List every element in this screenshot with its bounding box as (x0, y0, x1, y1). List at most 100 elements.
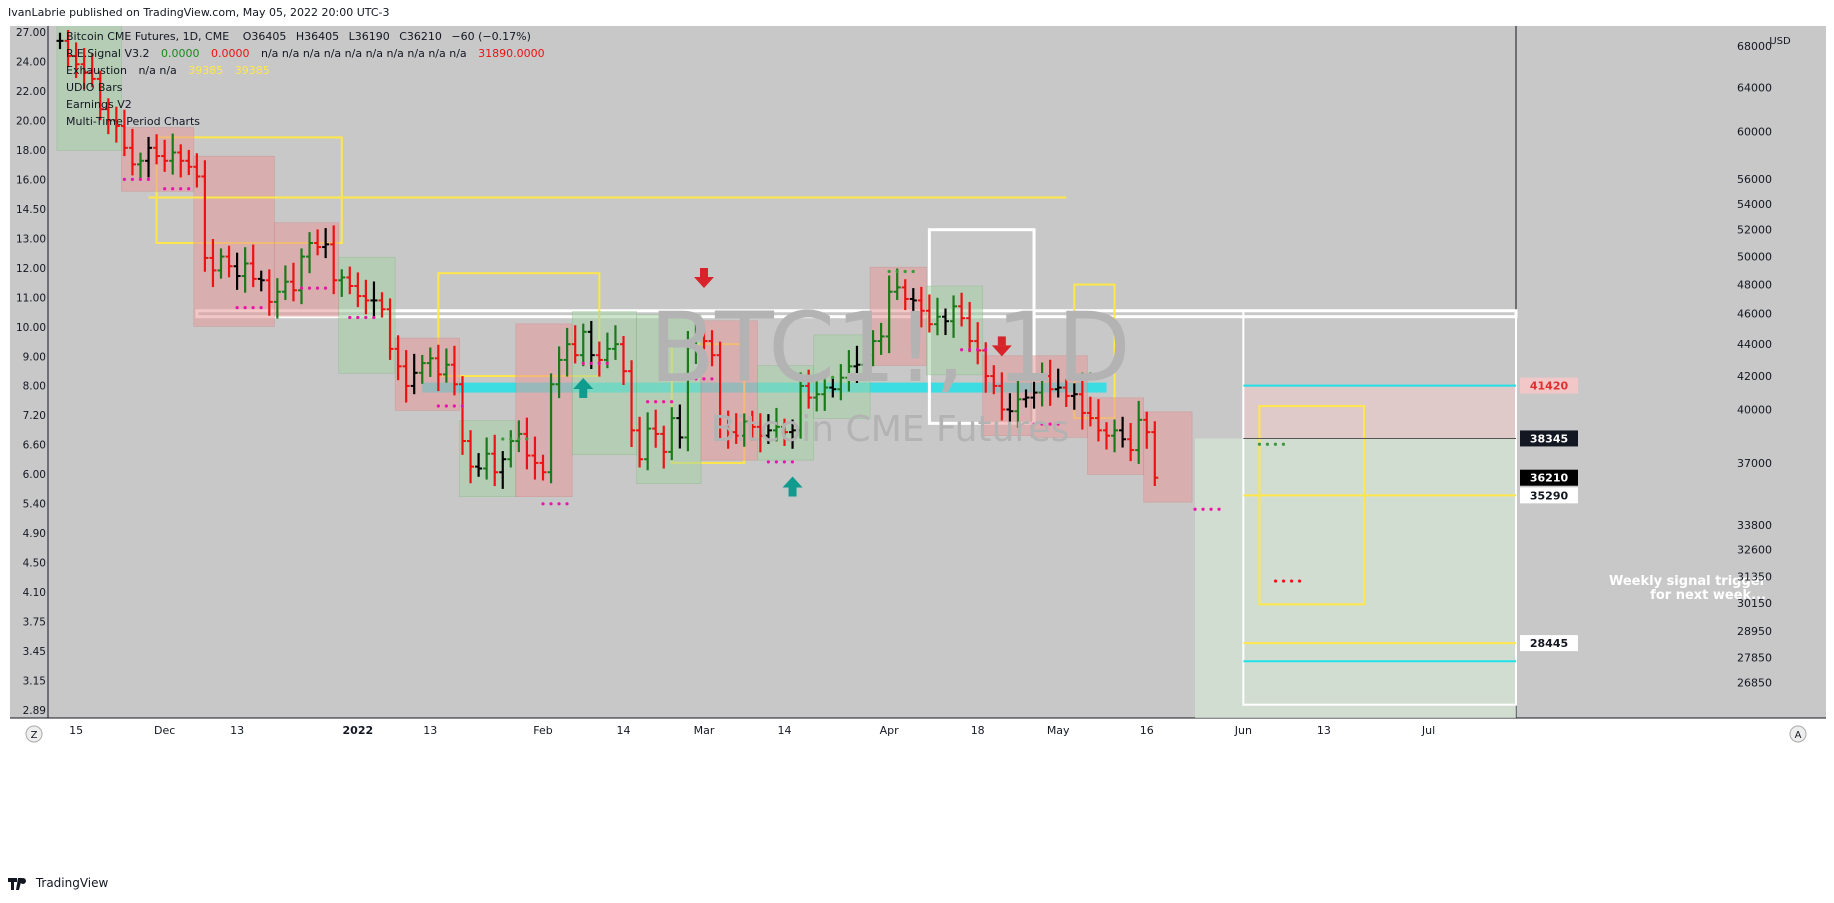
signal-dot (146, 177, 150, 181)
left-scale-area (10, 26, 48, 718)
price-tick-label: 27850 (1737, 652, 1772, 665)
auto-scale-button[interactable]: A (1789, 725, 1807, 743)
svg-text:A: A (1795, 730, 1802, 741)
left-scale-tick-label: 10.00 (16, 322, 46, 334)
ohlc-bar (426, 347, 434, 377)
left-scale-tick-label: 3.15 (23, 676, 46, 688)
time-tick-label: 14 (778, 724, 792, 737)
signal-dot (436, 404, 440, 408)
ohlc-bar (450, 345, 458, 396)
resistance-zone (1243, 385, 1516, 439)
ohlc-bar (442, 348, 450, 383)
signal-dot (565, 502, 569, 506)
zoom-reset-button[interactable]: Z (25, 725, 43, 743)
ohlc-bar (877, 322, 885, 355)
ohlc-bar (845, 350, 853, 392)
ohlc-bar (467, 430, 475, 484)
price-tick-label: 40000 (1737, 403, 1772, 416)
price-tick-label: 33800 (1737, 519, 1772, 532)
price-tick-label: 64000 (1737, 81, 1772, 94)
ohlc-bar (120, 109, 128, 157)
left-scale-tick-label: 24.00 (16, 56, 46, 68)
ohlc-bar (265, 269, 273, 316)
ohlc-bar (217, 248, 225, 279)
svg-text:Z: Z (31, 730, 38, 741)
watermark-description: Bitcoin CME Futures (711, 409, 1070, 450)
ohlc-bar (692, 315, 700, 364)
ohlc-bar (289, 262, 297, 302)
signal-dot (130, 177, 134, 181)
signal-dot (960, 348, 964, 352)
ohlc-bar (676, 404, 684, 449)
tradingview-logo[interactable]: TradingView (8, 876, 108, 890)
signal-dot (686, 377, 690, 381)
ohlc-bar (539, 454, 547, 481)
ohlc-bar (370, 281, 378, 318)
signal-dot (1056, 422, 1060, 426)
ohlc-bar (869, 330, 877, 367)
ohlc-bar (821, 379, 829, 411)
ohlc-bar (1111, 419, 1119, 453)
time-tick-label: Jul (1421, 724, 1435, 737)
ohlc-bar (394, 335, 402, 381)
price-tick-label: 32600 (1737, 544, 1772, 557)
signal-dot (710, 377, 714, 381)
signal-dot (348, 315, 352, 320)
price-tag: 35290 (1520, 487, 1578, 504)
ohlc-bar (563, 327, 571, 377)
signal-dot (1273, 442, 1278, 446)
ohlc-bar (475, 453, 483, 477)
ohlc-bar (1086, 396, 1094, 427)
signal-dot (549, 502, 553, 506)
signal-dot (541, 502, 545, 506)
price-tag: 41420 (1520, 377, 1578, 394)
ohlc-bar (386, 298, 394, 360)
signal-dot (589, 361, 593, 365)
teal-up-arrow-2 (782, 476, 803, 497)
signal-dot (243, 305, 247, 310)
ohlc-bar (829, 376, 837, 398)
time-tick-label: May (1047, 724, 1070, 737)
price-tick-label: 56000 (1737, 173, 1772, 186)
ohlc-bar (233, 252, 241, 290)
signal-dot (179, 187, 183, 191)
signal-dot (444, 404, 448, 408)
weekly-trigger-note-1: Weekly signal trigger (1609, 574, 1767, 589)
ohlc-bar (515, 420, 523, 453)
price-tick-label: 26850 (1737, 677, 1772, 690)
ohlc-bar (346, 266, 354, 295)
ohlc-bar (861, 346, 869, 374)
ohlc-bar (225, 245, 233, 278)
svg-text:41420: 41420 (1530, 380, 1569, 393)
svg-text:35290: 35290 (1530, 489, 1569, 502)
signal-dot (1193, 507, 1197, 511)
currency-label: USD (1769, 36, 1791, 47)
price-tick-label: 48000 (1737, 279, 1772, 292)
ohlc-bar (483, 437, 491, 480)
time-tick-label: Apr (880, 724, 900, 737)
yellow-box-5 (1258, 405, 1366, 606)
signal-zone-2 (193, 155, 275, 327)
left-scale-tick-label: 4.90 (23, 528, 46, 540)
price-tick-label: 52000 (1737, 224, 1772, 237)
signal-dot (702, 377, 706, 381)
ohlc-bar (909, 288, 917, 315)
signal-dot (251, 305, 255, 310)
signal-dot (1080, 372, 1084, 376)
ohlc-bar (966, 301, 974, 353)
time-tick-label: Feb (533, 724, 552, 737)
ohlc-bar (797, 372, 805, 439)
signal-zone-3 (274, 222, 340, 317)
signal-dot (1281, 442, 1286, 446)
ohlc-bar (410, 353, 418, 395)
price-tick-label: 60000 (1737, 126, 1772, 139)
signal-dot (782, 460, 787, 464)
ohlc-bar (990, 365, 998, 395)
ohlc-bar (1014, 380, 1022, 428)
price-tag: 36210 (1520, 469, 1578, 486)
svg-text:38345: 38345 (1530, 432, 1568, 445)
signal-dot (1032, 422, 1036, 426)
ohlc-bar (209, 239, 217, 288)
ohlc-bar (72, 42, 80, 79)
price-chart[interactable]: BTC1!, 1D Bitcoin CME Futures Bitcoin CM… (0, 26, 1834, 868)
